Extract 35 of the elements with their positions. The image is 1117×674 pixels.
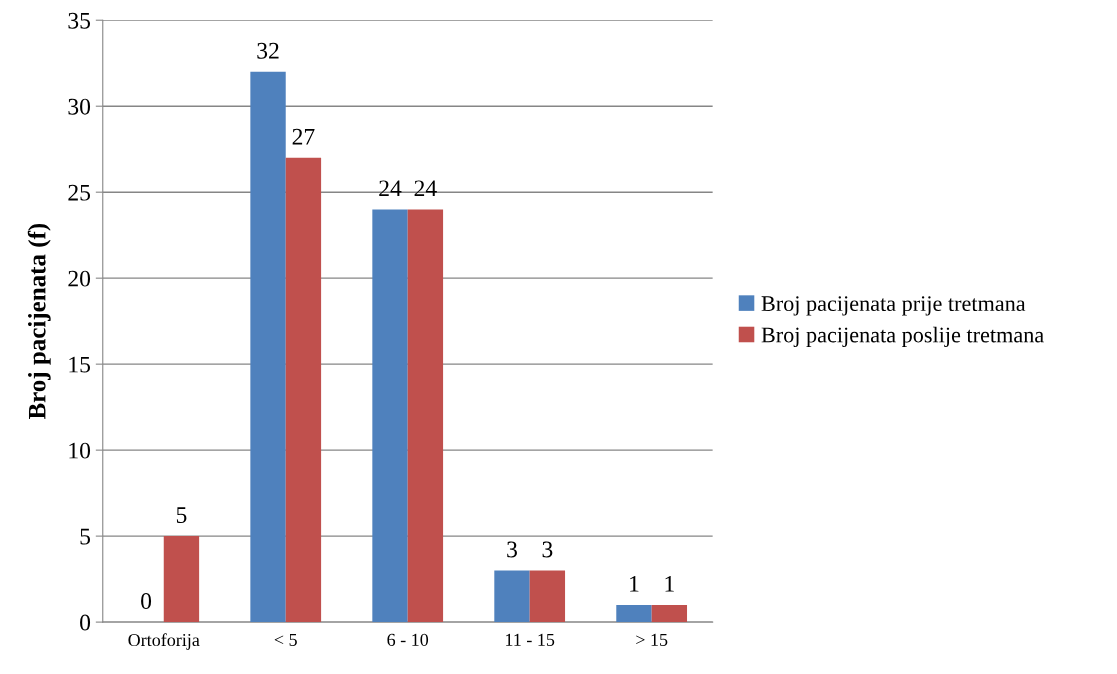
y-tick-label: 15: [69, 356, 91, 373]
data-label: 27: [292, 128, 315, 145]
bar: [285, 157, 322, 623]
x-tick-label: 6 - 10: [387, 633, 429, 646]
bar: [651, 604, 688, 623]
legend-label: Broj pacijenata poslije tretmana: [761, 326, 1044, 347]
y-tick-label: 20: [68, 270, 91, 287]
bar: [494, 570, 530, 623]
data-label: 32: [257, 42, 279, 59]
y-tick-label: 30: [68, 98, 91, 115]
data-label: 3: [507, 541, 517, 558]
data-label: 24: [414, 180, 437, 197]
y-tick-label: 5: [80, 528, 91, 545]
legend-label: Broj pacijenata prije tretmana: [761, 296, 1026, 316]
data-label: 0: [141, 593, 152, 609]
data-label: 5: [176, 507, 187, 523]
data-label: 1: [630, 575, 639, 592]
bar: [616, 604, 652, 623]
data-label: 3: [542, 541, 553, 558]
y-tick-label: 25: [68, 184, 91, 201]
y-tick-label: 0: [80, 614, 91, 631]
data-label: 24: [379, 180, 402, 197]
y-tick-label: 35: [68, 12, 91, 29]
bar: [529, 570, 566, 623]
data-label: 1: [665, 575, 674, 592]
x-tick-label: Ortoforija: [128, 633, 200, 650]
y-axis-title: Broj pacijenata (f): [27, 223, 51, 420]
bar: [250, 71, 286, 623]
x-tick-label: 11 - 15: [506, 633, 555, 646]
y-tick-label: 10: [69, 442, 91, 459]
bar: [407, 209, 444, 623]
bar: [163, 536, 200, 623]
bar: [372, 209, 408, 623]
x-tick-label: > 15: [636, 633, 668, 646]
x-tick-label: < 5: [274, 633, 297, 646]
